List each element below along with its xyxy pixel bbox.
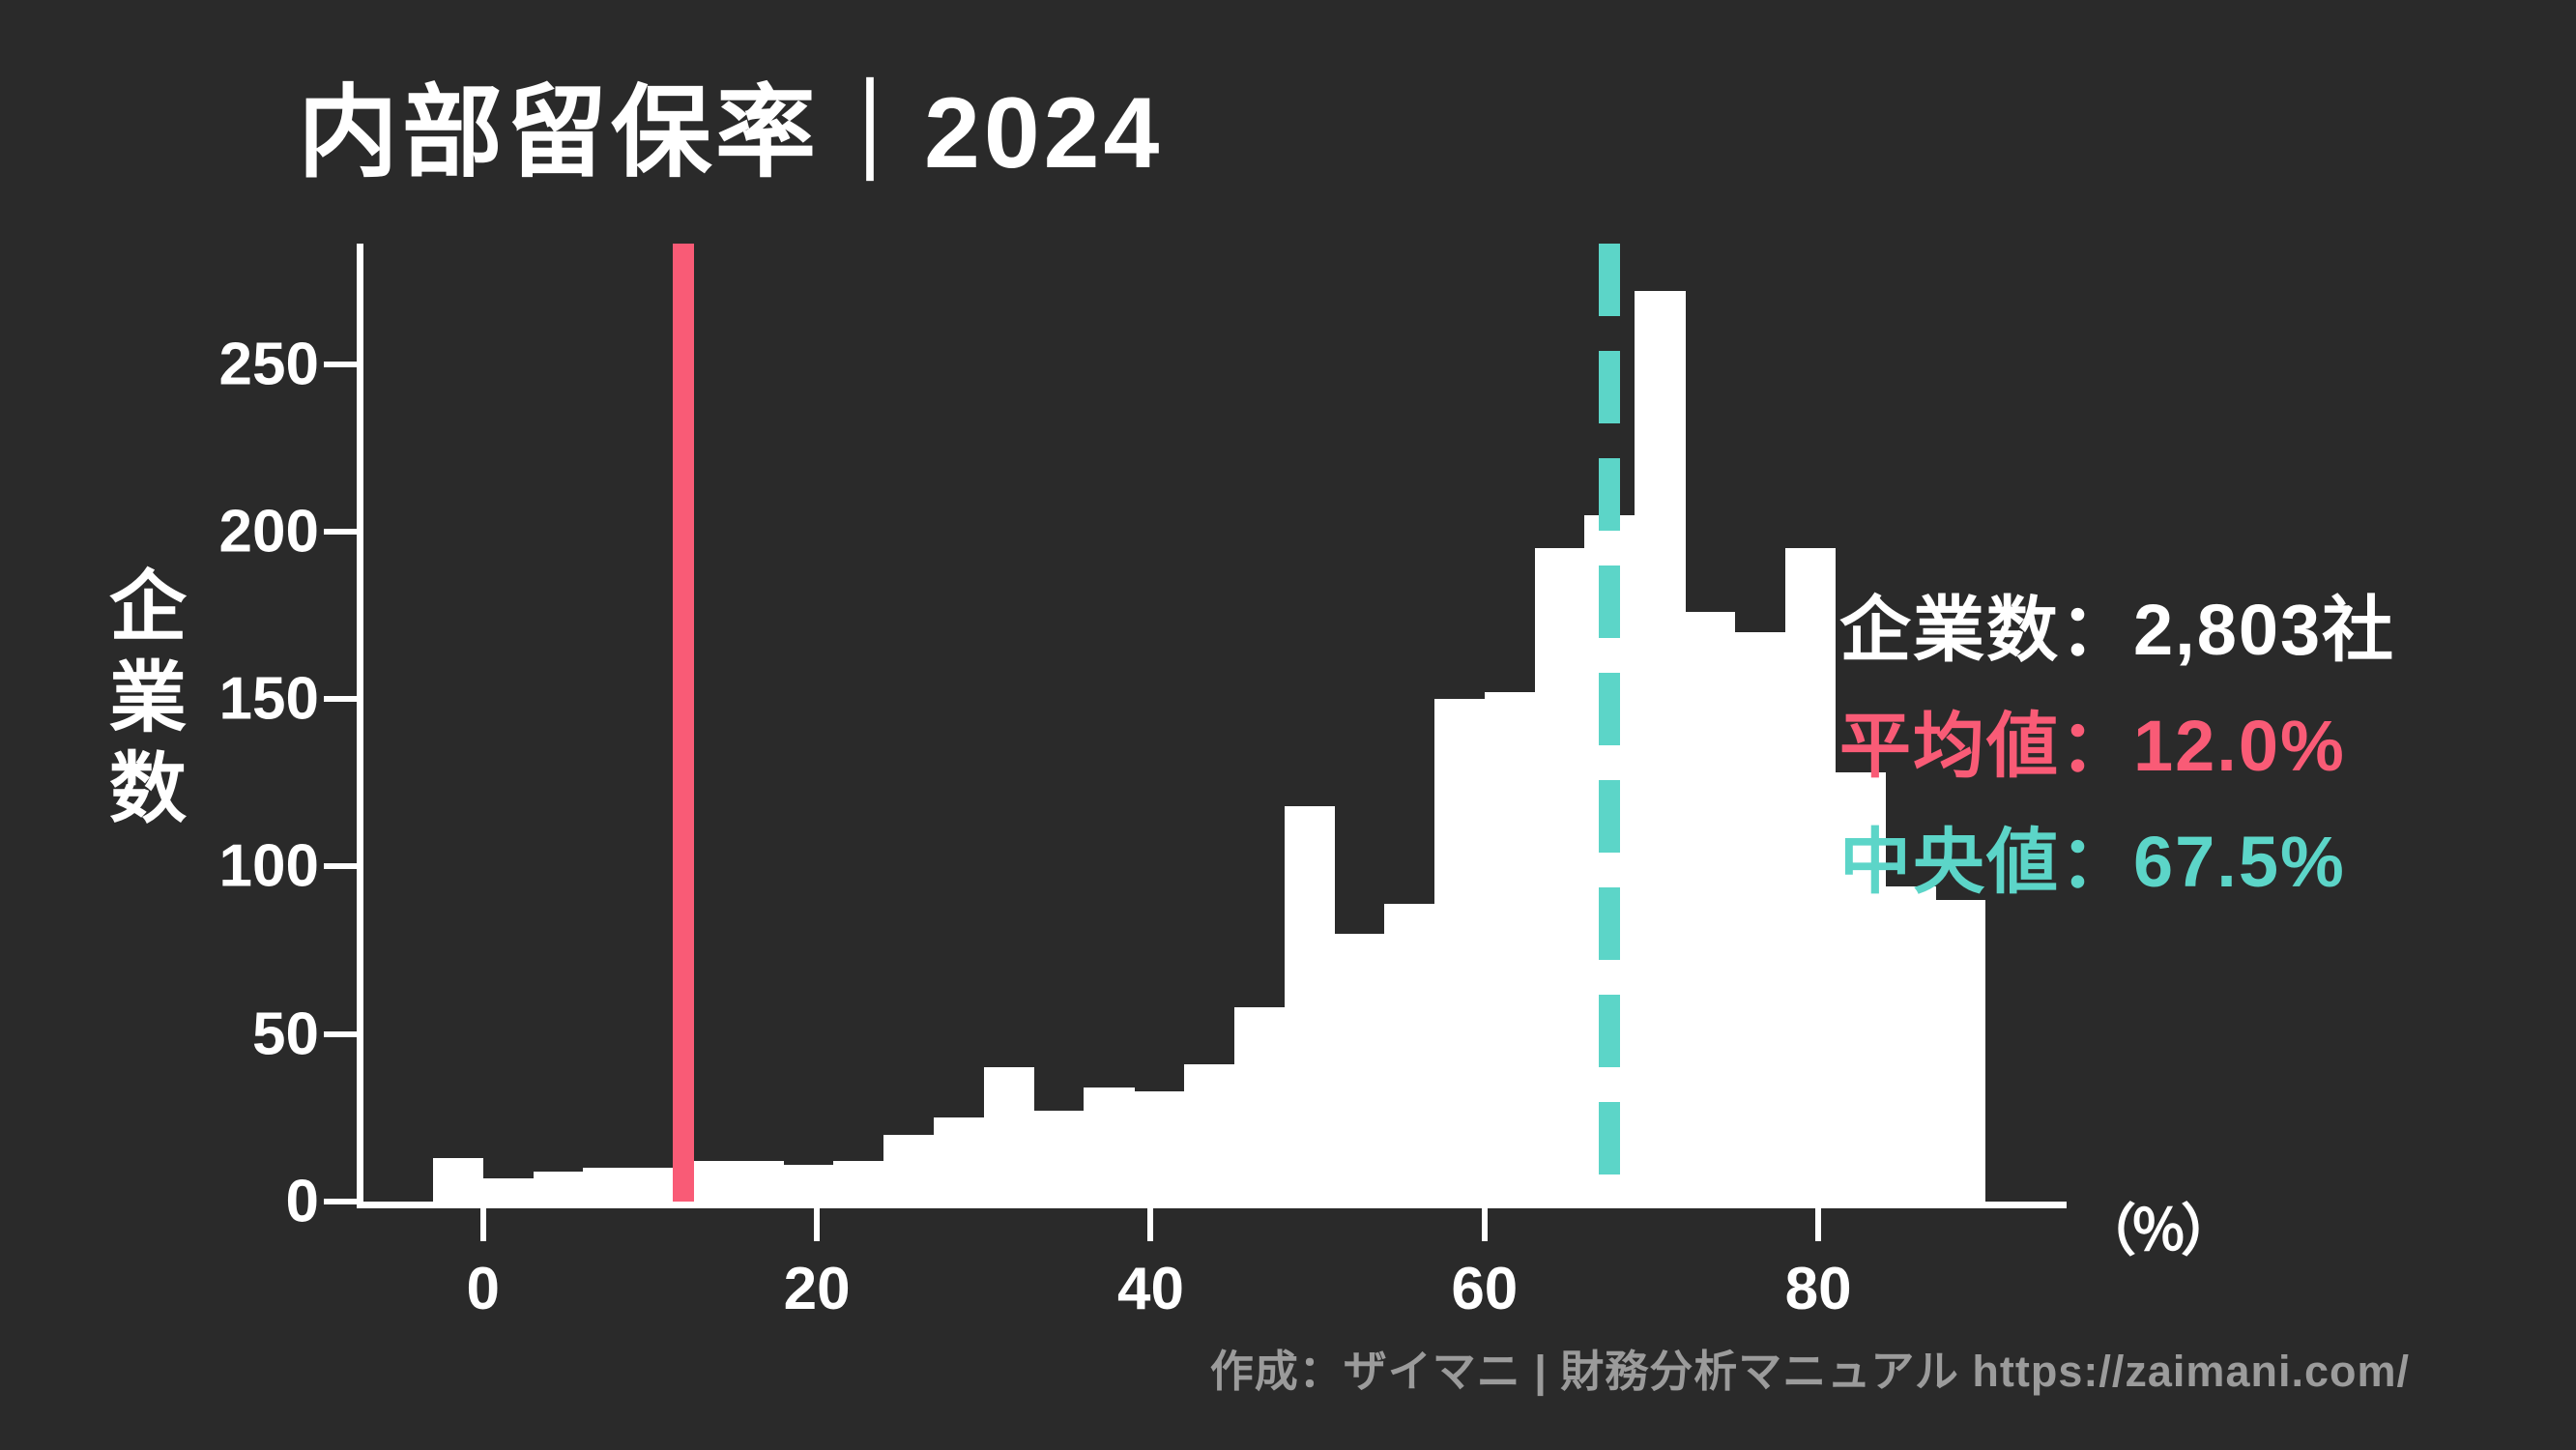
histogram-bar bbox=[983, 1067, 1035, 1204]
histogram-bar bbox=[833, 1161, 884, 1204]
histogram-bar bbox=[583, 1168, 634, 1204]
histogram-bar bbox=[1734, 631, 1786, 1204]
y-tick-mark bbox=[324, 863, 357, 870]
mean-line bbox=[672, 244, 694, 1202]
y-axis-line bbox=[357, 244, 363, 1208]
histogram-bar bbox=[1084, 1088, 1135, 1204]
x-tick-mark bbox=[1815, 1208, 1822, 1241]
legend-mean-separator: ： bbox=[2060, 706, 2133, 786]
legend-median-separator: ： bbox=[2060, 822, 2133, 902]
legend-median-label: 中央値 bbox=[1839, 822, 2060, 902]
histogram-bar bbox=[1033, 1111, 1085, 1204]
x-tick-label: 0 bbox=[466, 1256, 501, 1322]
legend-company-count-label: 企業数 bbox=[1839, 590, 2060, 670]
x-tick-mark bbox=[479, 1208, 486, 1241]
x-tick-label: 60 bbox=[1451, 1256, 1519, 1322]
histogram-bar bbox=[783, 1164, 834, 1204]
histogram-bar bbox=[1835, 772, 1886, 1204]
legend-mean-value: 12.0% bbox=[2133, 706, 2346, 786]
y-tick-label: 200 bbox=[218, 498, 319, 566]
y-tick-label: 150 bbox=[218, 665, 319, 733]
legend-median: 中央値：67.5% bbox=[1839, 804, 2346, 908]
x-axis-line bbox=[357, 1202, 2067, 1208]
y-tick-label: 100 bbox=[218, 832, 319, 900]
y-tick-label: 250 bbox=[218, 331, 319, 398]
y-tick-mark bbox=[324, 528, 357, 535]
legend-company-count-separator: ： bbox=[2060, 590, 2133, 670]
histogram-bar bbox=[432, 1157, 484, 1204]
histogram-bar bbox=[482, 1177, 535, 1204]
histogram-bar bbox=[1384, 903, 1435, 1204]
x-tick-mark bbox=[1481, 1208, 1488, 1241]
x-unit-label: （％） bbox=[2080, 1200, 2237, 1262]
x-tick-label: 20 bbox=[783, 1256, 851, 1322]
legend-company-count-value: 2,803社 bbox=[2133, 590, 2396, 670]
y-tick-mark bbox=[324, 361, 357, 367]
histogram-bar bbox=[1935, 900, 1986, 1204]
histogram-bar bbox=[733, 1161, 785, 1204]
attribution-text: 作成：ザイマニ | 財務分析マニュアル https://zaimani.com/ bbox=[1209, 1347, 2410, 1396]
histogram-bar bbox=[1334, 933, 1385, 1204]
histogram-bar bbox=[1484, 692, 1536, 1204]
histogram-bar bbox=[533, 1171, 584, 1204]
histogram-bar bbox=[1134, 1090, 1185, 1204]
page-title: 内部留保率｜2024 bbox=[298, 77, 1164, 189]
legend-mean-label: 平均値 bbox=[1839, 706, 2060, 786]
histogram-bar bbox=[1184, 1063, 1235, 1204]
legend-mean: 平均値：12.0% bbox=[1839, 688, 2346, 792]
histogram-bar bbox=[883, 1134, 935, 1204]
legend-company-count: 企業数：2,803社 bbox=[1839, 572, 2395, 676]
histogram-bar bbox=[1284, 806, 1335, 1204]
y-tick-label: 50 bbox=[252, 1000, 319, 1068]
x-tick-mark bbox=[1147, 1208, 1154, 1241]
x-tick-label: 40 bbox=[1116, 1256, 1184, 1322]
histogram-bar bbox=[1635, 290, 1686, 1204]
histogram-bar bbox=[933, 1117, 985, 1204]
histogram-bar bbox=[1685, 612, 1736, 1204]
histogram-bar bbox=[1885, 886, 1936, 1204]
y-tick-label: 0 bbox=[285, 1168, 319, 1235]
y-tick-mark bbox=[324, 1199, 357, 1204]
median-line bbox=[1599, 244, 1621, 1202]
y-tick-mark bbox=[324, 696, 357, 703]
x-tick-mark bbox=[814, 1208, 821, 1241]
histogram-bar bbox=[1534, 548, 1585, 1204]
x-tick-label: 80 bbox=[1784, 1256, 1852, 1322]
legend-median-value: 67.5% bbox=[2133, 822, 2346, 902]
histogram-bar bbox=[1233, 1007, 1286, 1204]
histogram-bar bbox=[1434, 699, 1486, 1204]
y-tick-mark bbox=[324, 1030, 357, 1037]
y-axis-label: 企業数 bbox=[99, 566, 185, 838]
histogram-bar bbox=[1784, 548, 1837, 1204]
